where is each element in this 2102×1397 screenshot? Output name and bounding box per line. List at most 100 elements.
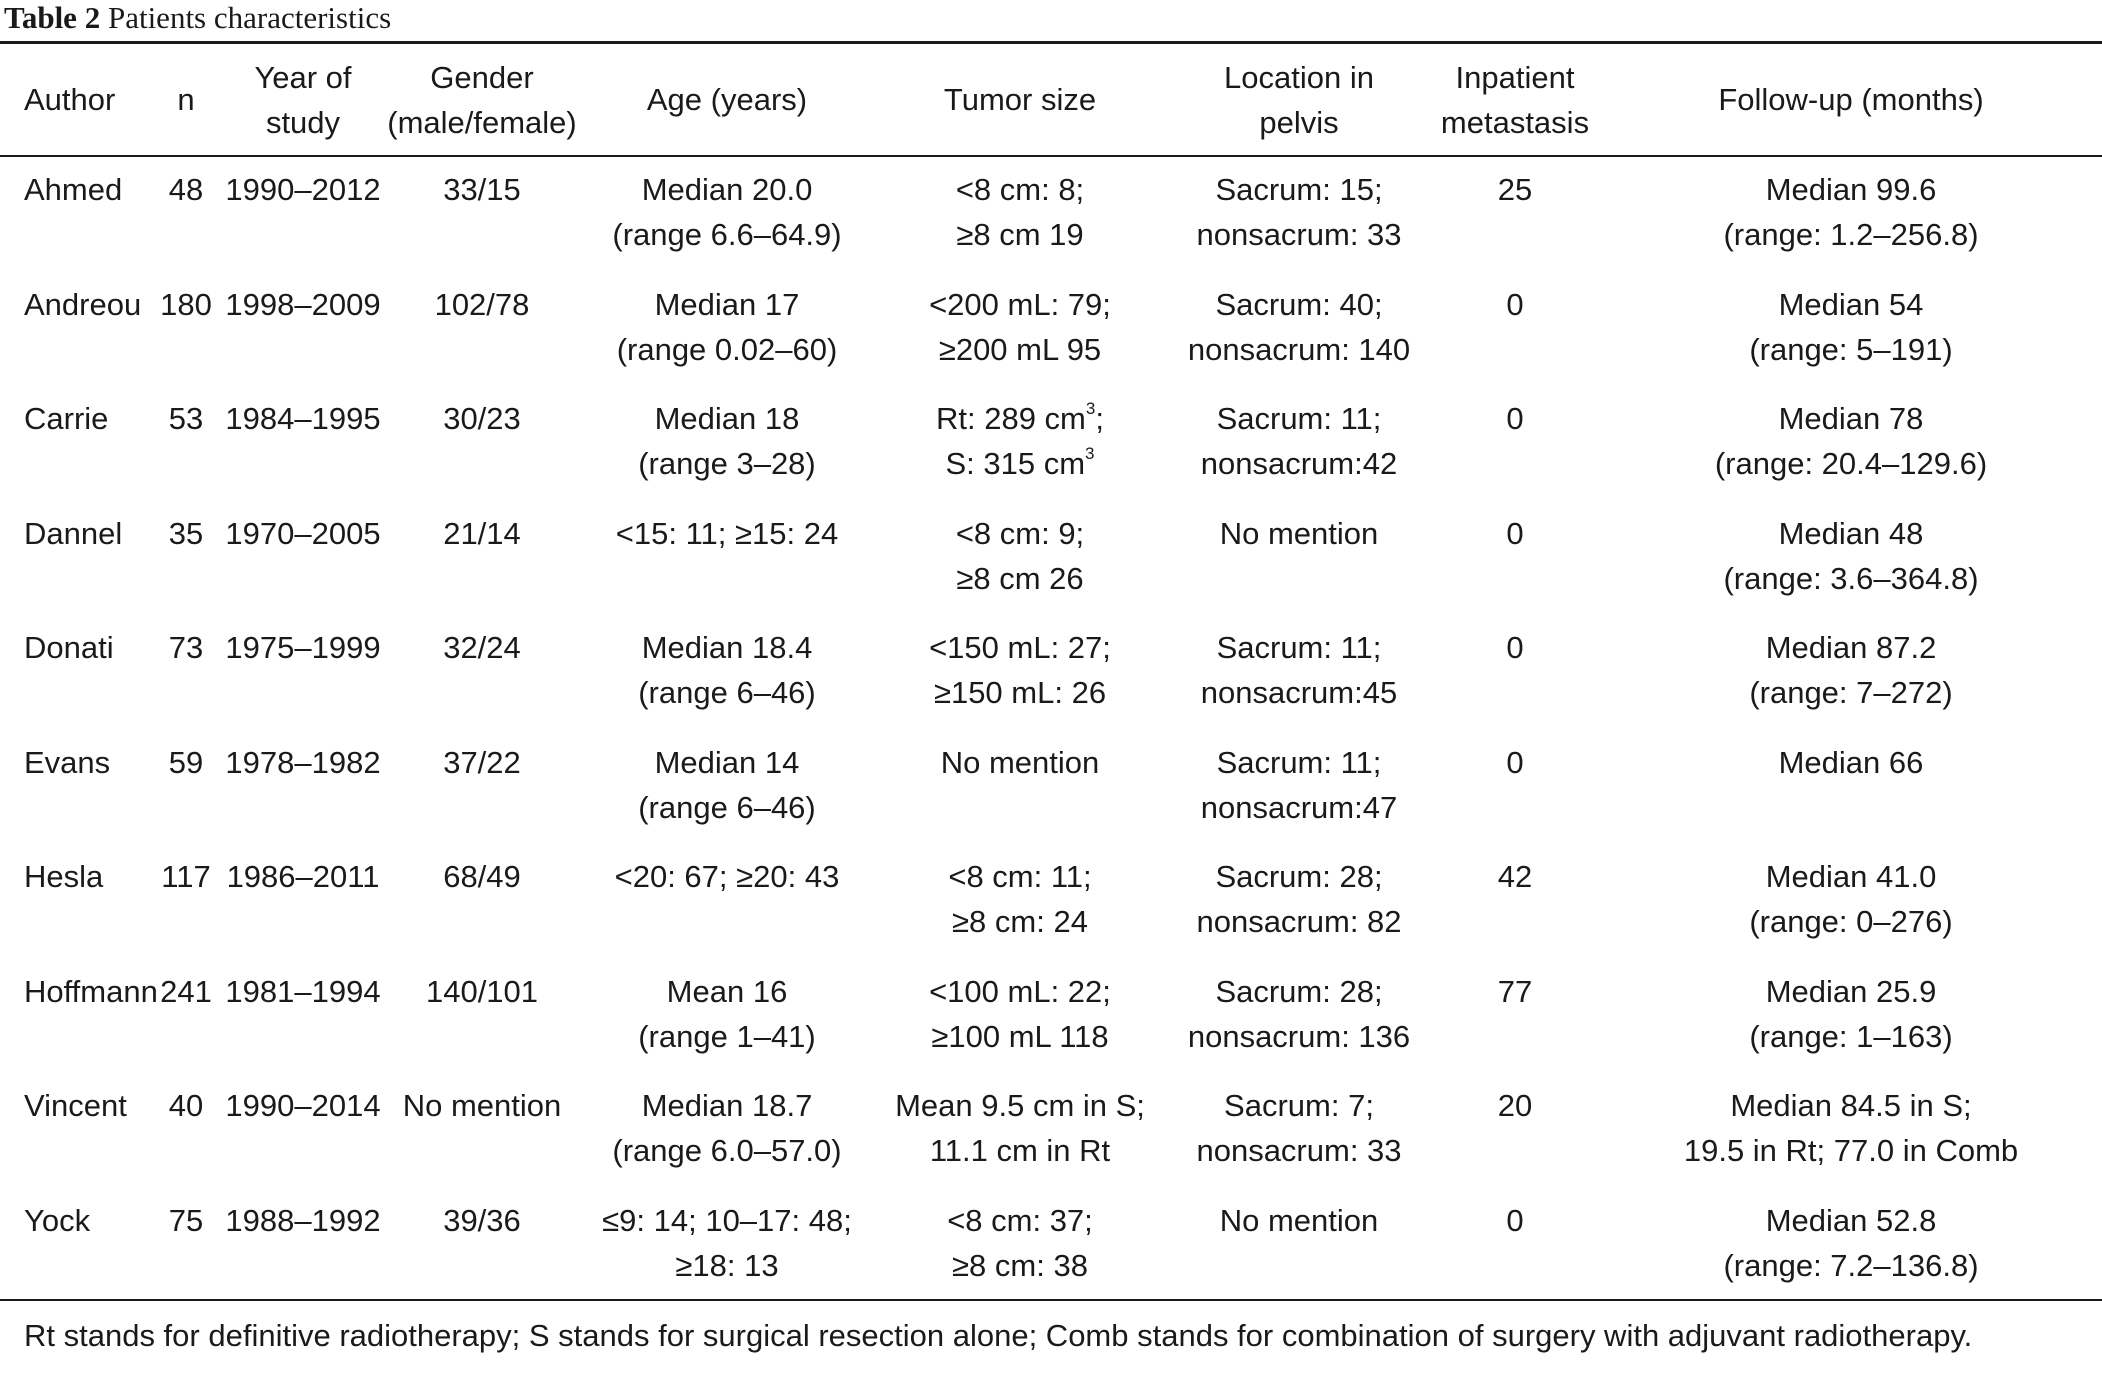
table-bottom-rule bbox=[0, 1299, 2102, 1301]
cell-text: 1990–2014 bbox=[225, 1088, 381, 1123]
column-header-tumor-size: Tumor size bbox=[872, 44, 1168, 155]
cell-text: 53 bbox=[168, 401, 204, 436]
cell-text: Mean 16 bbox=[666, 973, 788, 1009]
cell-text: 73 bbox=[168, 630, 204, 665]
cell-tumor-size: <8 cm: 37; ≥8 cm: 38 bbox=[872, 1186, 1168, 1301]
cell-text: 30/23 bbox=[443, 401, 521, 436]
column-header-line: metastasis bbox=[1440, 104, 1590, 140]
column-header-line: Gender bbox=[430, 59, 534, 95]
cell-text: ≥150 mL: 26 bbox=[933, 675, 1107, 710]
cell-text: Sacrum: 11; bbox=[1216, 744, 1382, 780]
cell-text: 32/24 bbox=[443, 630, 521, 665]
cell-follow-up: Median 54 (range: 5–191) bbox=[1600, 270, 2102, 385]
cell-line: nonsacrum: 140 bbox=[1168, 327, 1430, 372]
table-row: Hesla 117 1986–2011 68/49 <20: 67; ≥20: 43 <8… bbox=[0, 842, 2102, 957]
cell-line: Median 18.7 bbox=[582, 1083, 872, 1128]
cell-line: ≥200 mL 95 bbox=[872, 327, 1168, 372]
column-header-line: Location in bbox=[1224, 59, 1374, 95]
cell-line: Median 78 bbox=[1600, 396, 2102, 441]
cell-follow-up: Median 87.2 (range: 7–272) bbox=[1600, 613, 2102, 728]
cell-text: ≥8 cm 26 bbox=[956, 560, 1084, 596]
cell-line: (range: 3.6–364.8) bbox=[1600, 556, 2102, 601]
column-header-line: Inpatient bbox=[1455, 59, 1575, 95]
cell-line: Mean 9.5 cm in S; bbox=[872, 1083, 1168, 1128]
cell-location-in-pelvis: Sacrum: 11; nonsacrum:47 bbox=[1168, 728, 1430, 843]
cell-text: Median 25.9 bbox=[1765, 973, 1937, 1009]
cell-text: nonsacrum: 33 bbox=[1196, 217, 1402, 252]
cell-text: ≥18: 13 bbox=[675, 1247, 779, 1283]
cell-location-in-pelvis: Sacrum: 11; nonsacrum:45 bbox=[1168, 613, 1430, 728]
cell-text: <8 cm: 8; bbox=[955, 172, 1085, 207]
cell-text: Median 52.8 bbox=[1765, 1202, 1937, 1238]
cell-text: <15: 11; ≥15: 24 bbox=[615, 515, 839, 551]
cell-text: Vincent bbox=[24, 1088, 127, 1123]
cell-line: Mean 16 bbox=[582, 969, 872, 1014]
cell-year-of-study: 1978–1982 bbox=[224, 728, 382, 843]
cell-text: Hesla bbox=[24, 859, 104, 894]
cell-line: Sacrum: 11; bbox=[1168, 740, 1430, 785]
cell-text: (range: 7.2–136.8) bbox=[1723, 1247, 1979, 1283]
cell-text: 39/36 bbox=[443, 1202, 521, 1238]
cell-text: Median 20.0 bbox=[641, 172, 813, 207]
cell-text: nonsacrum: 33 bbox=[1196, 1133, 1402, 1168]
cell-line: (range 6–46) bbox=[582, 670, 872, 715]
cell-line: Median 25.9 bbox=[1600, 969, 2102, 1014]
cell-year-of-study: 1984–1995 bbox=[224, 384, 382, 499]
cell-text: Median 41.0 bbox=[1765, 859, 1937, 894]
cell-inpatient-metastasis: 0 bbox=[1430, 613, 1600, 728]
cell-n: 75 bbox=[148, 1186, 224, 1301]
cell-line: (range: 7.2–136.8) bbox=[1600, 1243, 2102, 1288]
cell-tumor-size: Rt: 289 cm3; S: 315 cm3 bbox=[872, 384, 1168, 499]
cell-line: Median 48 bbox=[1600, 511, 2102, 556]
cell-text: S: 315 cm bbox=[945, 446, 1086, 481]
cell-tumor-size: <8 cm: 9; ≥8 cm 26 bbox=[872, 499, 1168, 614]
cell-text: 1998–2009 bbox=[225, 286, 381, 322]
cell-text: (range 3–28) bbox=[638, 446, 816, 481]
cell-line: Median 52.8 bbox=[1600, 1198, 2102, 1243]
cell-location-in-pelvis: Sacrum: 28; nonsacrum: 136 bbox=[1168, 957, 1430, 1072]
cell-line: (range 6–46) bbox=[582, 785, 872, 830]
cell-text: Evans bbox=[24, 744, 111, 780]
table-row: Dannel 35 1970–2005 21/14 <15: 11; ≥15: 24 <8… bbox=[0, 499, 2102, 614]
cell-text: Sacrum: 28; bbox=[1215, 859, 1383, 894]
cell-author: Dannel bbox=[0, 499, 148, 614]
cell-author: Hoffmann bbox=[0, 957, 158, 1072]
cell-text: 21/14 bbox=[443, 515, 521, 551]
cell-inpatient-metastasis: 0 bbox=[1430, 1186, 1600, 1301]
cell-line: nonsacrum:42 bbox=[1168, 441, 1430, 486]
cell-text: Dannel bbox=[24, 515, 123, 551]
cell-text: ≥200 mL 95 bbox=[938, 331, 1102, 367]
cell-line: ≥8 cm: 38 bbox=[872, 1243, 1168, 1288]
cell-text: nonsacrum:42 bbox=[1200, 446, 1398, 481]
cell-follow-up: Median 66 bbox=[1600, 728, 2102, 843]
cell-n: 53 bbox=[148, 384, 224, 499]
cell-gender: 32/24 bbox=[382, 613, 582, 728]
cell-text: <8 cm: 37; bbox=[947, 1202, 1093, 1238]
cell-line: ≥8 cm 26 bbox=[872, 556, 1168, 601]
cell-age: Median 18.7 (range 6.0–57.0) bbox=[582, 1071, 872, 1186]
cell-inpatient-metastasis: 42 bbox=[1430, 842, 1600, 957]
cell-text: 20 bbox=[1497, 1088, 1533, 1123]
cell-text: (range: 5–191) bbox=[1749, 331, 1953, 367]
cell-year-of-study: 1998–2009 bbox=[224, 270, 382, 385]
cell-line: (range: 5–191) bbox=[1600, 327, 2102, 372]
cell-text: No mention bbox=[1219, 515, 1379, 551]
cell-text: 35 bbox=[168, 515, 204, 551]
cell-author: Hesla bbox=[0, 842, 148, 957]
table-row: Evans 59 1978–1982 37/22 Median 14 (range 6–4… bbox=[0, 728, 2102, 843]
cell-age: Median 18 (range 3–28) bbox=[582, 384, 872, 499]
cell-line: ≥8 cm 19 bbox=[872, 212, 1168, 257]
column-header-author: Author bbox=[0, 44, 148, 155]
cell-follow-up: Median 52.8 (range: 7.2–136.8) bbox=[1600, 1186, 2102, 1301]
cell-text: Hoffmann bbox=[24, 973, 158, 1009]
table-row: Vincent 40 1990–2014 No mention Median 18.7 (… bbox=[0, 1071, 2102, 1186]
cell-text: 117 bbox=[161, 859, 211, 894]
cell-text: 0 bbox=[1506, 286, 1524, 322]
table-header: Author n Year of study Gender (male/female) Ag… bbox=[0, 44, 2102, 155]
cell-tumor-size: <8 cm: 8; ≥8 cm 19 bbox=[872, 155, 1168, 270]
cell-line: Sacrum: 7; bbox=[1168, 1083, 1430, 1128]
cell-gender: 39/36 bbox=[382, 1186, 582, 1301]
cell-text: (range: 3.6–364.8) bbox=[1723, 560, 1979, 596]
cell-line: nonsacrum:47 bbox=[1168, 785, 1430, 830]
